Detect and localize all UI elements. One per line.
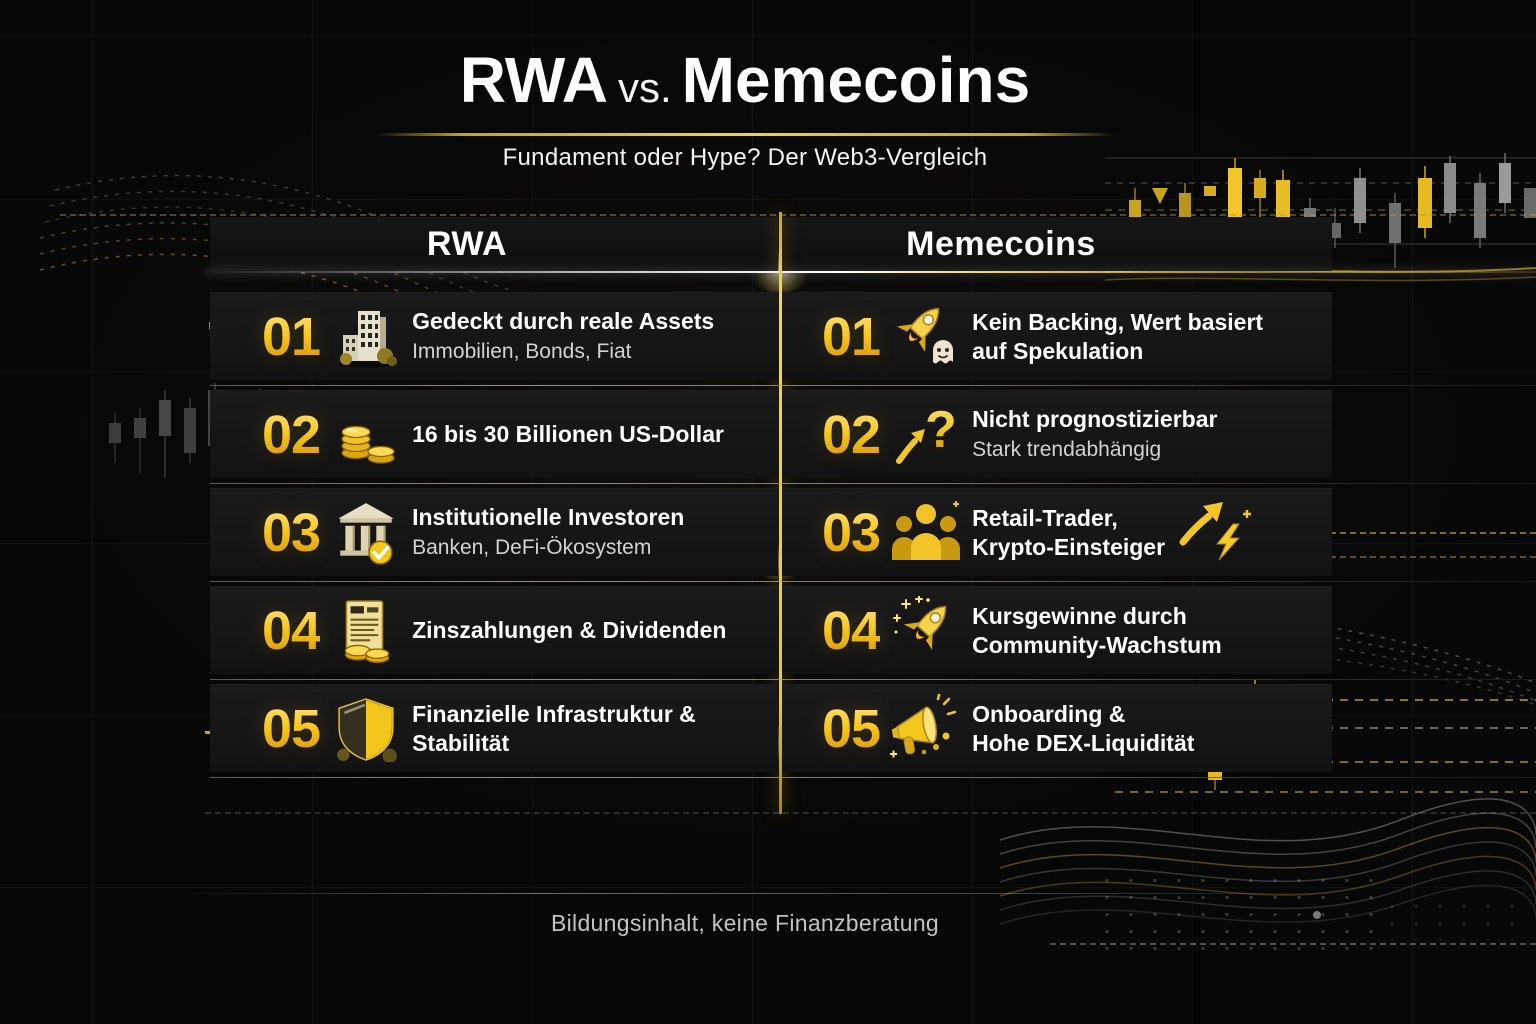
column-header-label: Memecoins [906, 224, 1096, 263]
memecoins-item-4: 04 [782, 586, 1332, 674]
coins-icon [326, 403, 406, 467]
crowd-icon [886, 500, 966, 566]
footer-divider [180, 893, 1360, 894]
dot-grid-decoration [1380, 898, 1530, 940]
row-divider [210, 385, 1536, 386]
rocket-ghost-icon [886, 302, 966, 372]
contract-coins-icon [326, 598, 406, 664]
item-title: Kursgewinne durch Community-Wachstum [972, 602, 1222, 658]
memecoins-item-2: 02 ? Nicht prognostizierbar Stark trenda… [782, 390, 1332, 478]
table-row: 03 Institutionelle Inv [210, 488, 1332, 576]
item-title: Finanzielle Infrastruktur & Stabilität [412, 700, 696, 756]
item-number: 04 [822, 600, 881, 661]
rwa-item-5: 05 Finanzielle Infrastruktur & Stabilitä… [210, 684, 778, 772]
column-header-label: RWA [426, 224, 508, 263]
header-dashed-line [60, 214, 1536, 216]
dashed-line-decoration [1050, 943, 1536, 945]
memecoins-item-3: 03 Retail-Trader, Krypto-Einste [782, 488, 1332, 576]
comparison-table: 01 [210, 292, 1332, 782]
dot-grid-decoration [1095, 872, 1375, 957]
candlestick-chart-top-right [1105, 153, 1536, 282]
wave-lines-bottom-right [1000, 798, 1536, 925]
rwa-item-3: 03 Institutionelle Inv [210, 488, 778, 576]
row-divider [210, 581, 1536, 582]
item-number: 05 [262, 698, 321, 759]
megaphone-icon [886, 693, 966, 764]
item-number: 02 [262, 404, 321, 465]
item-title: 16 bis 30 Billionen US-Dollar [412, 421, 724, 448]
title-vs: vs. [617, 64, 672, 111]
item-subtitle: Banken, DeFi-Ökosystem [412, 536, 652, 560]
item-number: 01 [822, 306, 881, 367]
page-subtitle: Fundament oder Hype? Der Web3-Vergleich [502, 144, 988, 171]
item-number: 04 [262, 600, 321, 661]
row-divider [210, 777, 1536, 778]
dashed-line-decoration [1180, 532, 1536, 534]
page-title: RWA vs. Memecoins [0, 48, 1490, 112]
memecoins-item-1: 01 [782, 292, 1332, 380]
rwa-item-2: 02 16 bis 30 [210, 390, 778, 478]
table-row: 02 16 bis 30 [210, 390, 1332, 478]
table-row: 01 [210, 292, 1332, 380]
rwa-item-4: 04 [210, 586, 778, 674]
rocket-sparkle-icon [886, 595, 966, 666]
header-underline [205, 271, 1536, 273]
center-divider [779, 212, 782, 814]
shield-icon [326, 696, 406, 762]
item-number: 03 [262, 502, 321, 563]
trend-arrow-lightning-icon [1175, 498, 1253, 567]
column-header-band: RWA Memecoins [210, 217, 1332, 271]
row-divider [210, 679, 1536, 680]
item-title: Gedeckt durch reale Assets [412, 308, 715, 335]
item-title: Institutionelle Investoren [412, 504, 685, 531]
question-trend-icon: ? [886, 401, 966, 469]
item-number: 05 [822, 698, 881, 759]
dot-decoration [1313, 911, 1321, 919]
title-rwa: RWA [459, 44, 608, 116]
svg-text:?: ? [925, 401, 957, 459]
footer-disclaimer: Bildungsinhalt, keine Finanzberatung [551, 910, 939, 936]
building-icon [326, 305, 406, 369]
title-memecoins: Memecoins [681, 44, 1031, 116]
item-subtitle: Stark trendabhängig [972, 438, 1162, 462]
dashed-line-decoration [205, 812, 1536, 814]
column-header-rwa: RWA [210, 217, 778, 271]
item-subtitle: Immobilien, Bonds, Fiat [412, 340, 632, 364]
item-number: 02 [822, 404, 881, 465]
title-underline [375, 133, 1115, 136]
row-divider [210, 483, 1536, 484]
item-title: Onboarding & Hohe DEX-Liquidität [972, 700, 1195, 756]
dashed-line-decoration [1210, 556, 1536, 558]
item-title: Kein Backing, Wert basiert auf Spekulati… [972, 308, 1264, 364]
item-title: Nicht prognostizierbar [972, 406, 1218, 433]
item-title: Zinszahlungen & Dividenden [412, 617, 727, 644]
item-number: 03 [822, 502, 881, 563]
rwa-item-1: 01 [210, 292, 778, 380]
item-title: Retail-Trader, Krypto-Einsteiger [972, 504, 1166, 560]
table-row: 05 Finanzielle Infrastruktur & Stabilitä… [210, 684, 1332, 772]
bank-check-icon [326, 500, 406, 566]
table-row: 04 [210, 586, 1332, 674]
column-header-memecoins: Memecoins [782, 217, 1332, 271]
memecoins-item-5: 05 [782, 684, 1332, 772]
item-number: 01 [262, 306, 321, 367]
